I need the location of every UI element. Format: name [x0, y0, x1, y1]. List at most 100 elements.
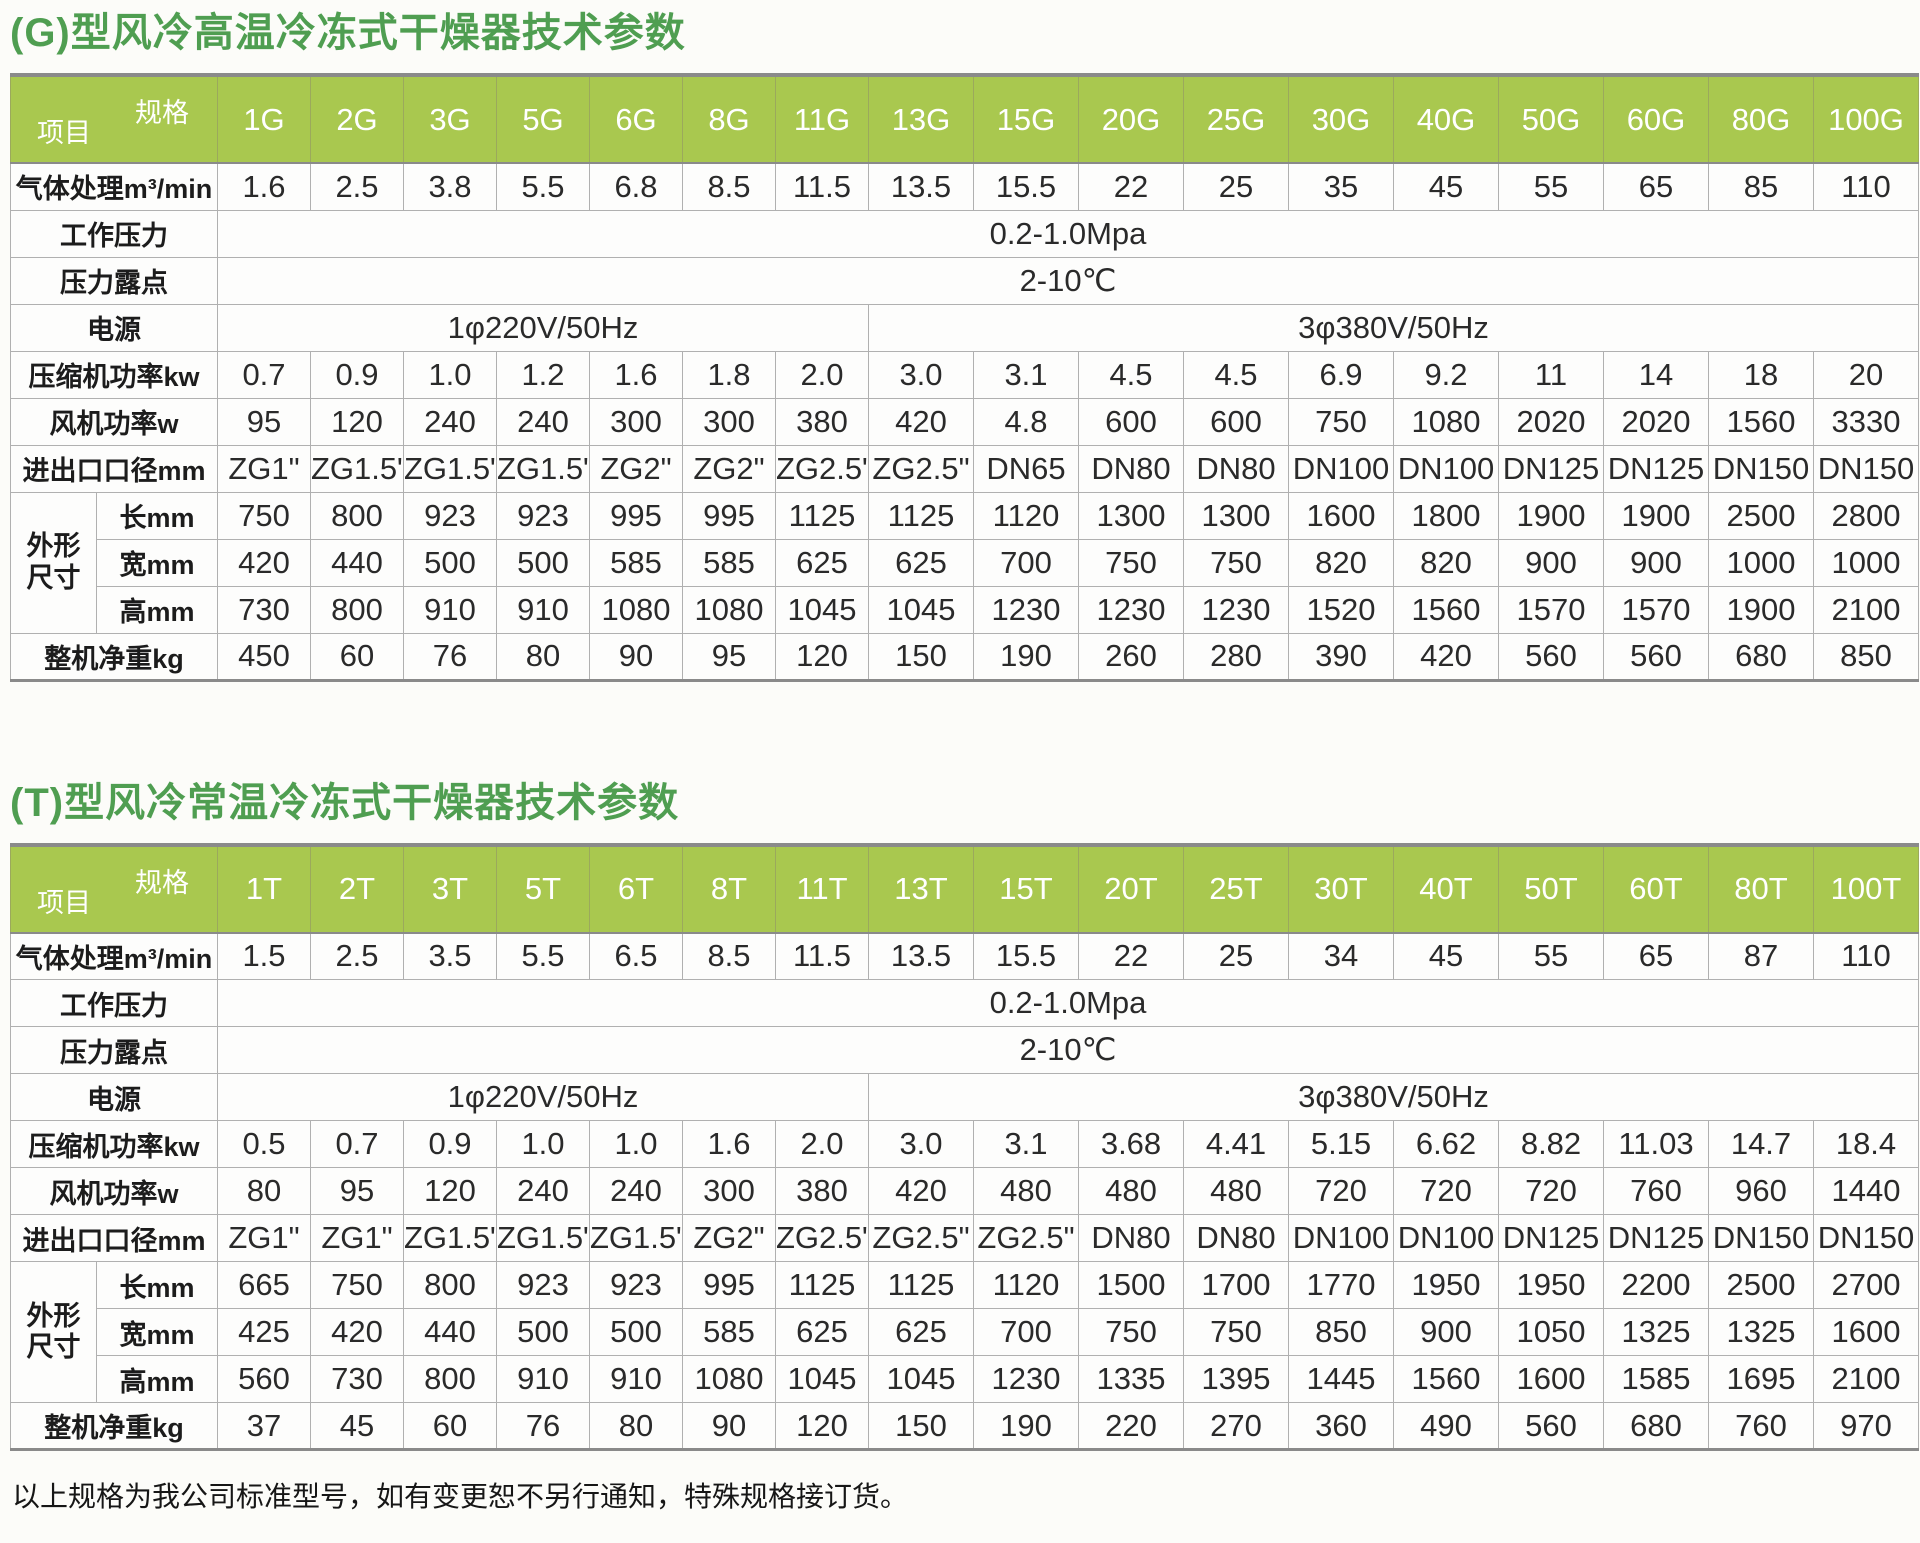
model-column-header: 50G: [1498, 74, 1604, 164]
value-cell: 220: [1078, 1402, 1184, 1450]
value-cell: 750: [1078, 538, 1184, 587]
value-cell: 6.62: [1393, 1120, 1499, 1168]
value-cell: 0.2-1.0Mpa: [217, 979, 1919, 1027]
table-row: 电源 1φ220V/50Hz 3φ380V/50Hz: [10, 1073, 1919, 1121]
value-cell: 240: [403, 397, 497, 446]
value-cell: 1000: [1708, 538, 1814, 587]
value-cell: 2100: [1813, 1355, 1919, 1403]
value-cell: 0.9: [403, 1120, 497, 1168]
value-cell: 2700: [1813, 1261, 1919, 1309]
value-cell: 1230: [1078, 585, 1184, 634]
row-label: 压力露点: [10, 256, 218, 305]
value-cell: 1φ220V/50Hz: [217, 1073, 869, 1121]
row-label: 电源: [10, 303, 218, 352]
value-cell: 3.0: [868, 1120, 974, 1168]
model-column-header: 30G: [1288, 74, 1394, 164]
model-column-header: 80T: [1708, 844, 1814, 934]
value-cell: 25: [1183, 162, 1289, 211]
model-column-header: 5T: [496, 844, 590, 934]
value-cell: 1500: [1078, 1261, 1184, 1309]
value-cell: 22: [1078, 932, 1184, 980]
value-cell: 300: [682, 1167, 776, 1215]
t-spec-table: 规格 项目 1T 2T 3T 5T 6T 8T 11T 13T 15T 20T 25T 30T 40T 50T…: [10, 842, 1919, 1451]
corner-spec-label: 规格: [135, 98, 189, 128]
table-row: 宽mm 425 420 440 500 500 585 625 625 700 750 750 850 9…: [11, 1308, 1919, 1356]
value-cell: 11.03: [1603, 1120, 1709, 1168]
value-cell: 2-10℃: [217, 256, 1919, 305]
value-cell: 95: [682, 632, 776, 681]
value-cell: ZG2.5": [868, 444, 974, 493]
value-cell: 1950: [1498, 1261, 1604, 1309]
model-column-header: 1G: [217, 74, 311, 164]
value-cell: 625: [868, 538, 974, 587]
value-cell: 1800: [1393, 491, 1499, 540]
value-cell: 1440: [1813, 1167, 1919, 1215]
value-cell: 560: [1603, 632, 1709, 681]
value-cell: 150: [868, 1402, 974, 1450]
model-column-header: 11G: [775, 74, 869, 164]
value-cell: 120: [775, 1402, 869, 1450]
value-cell: 1900: [1708, 585, 1814, 634]
row-label: 压缩机功率kw: [10, 350, 218, 399]
value-cell: ZG1.5": [310, 444, 404, 493]
value-cell: DN65: [973, 444, 1079, 493]
table-row: 外形 尺寸 长mm 665 750 800 923 923 995 1125 1125 1120 150…: [10, 1261, 1919, 1403]
value-cell: 85: [1708, 162, 1814, 211]
value-cell: 13.5: [868, 162, 974, 211]
table-row: 风机功率w 95 120 240 240 300 300 380 420 4.8 600 600 750…: [10, 397, 1919, 446]
row-label: 风机功率w: [10, 1167, 218, 1215]
value-cell: 923: [403, 491, 497, 540]
row-label: 整机净重kg: [10, 1402, 218, 1450]
model-column-header: 80G: [1708, 74, 1814, 164]
model-column-header: 20T: [1078, 844, 1184, 934]
value-cell: 25: [1183, 932, 1289, 980]
value-cell: 1045: [775, 585, 869, 634]
value-cell: ZG1": [217, 1214, 311, 1262]
value-cell: DN80: [1183, 1214, 1289, 1262]
value-cell: 37: [217, 1402, 311, 1450]
value-cell: 8.82: [1498, 1120, 1604, 1168]
value-cell: 500: [403, 538, 497, 587]
value-cell: 750: [217, 491, 311, 540]
value-cell: 1050: [1498, 1308, 1604, 1356]
row-label: 宽mm: [96, 538, 218, 587]
value-cell: 1300: [1183, 491, 1289, 540]
value-cell: 1.0: [403, 350, 497, 399]
value-cell: 760: [1708, 1402, 1814, 1450]
table-row: 整机净重kg 37 45 60 76 80 90 120 150 190 220 270 360 490 5…: [10, 1402, 1919, 1450]
value-cell: 1570: [1603, 585, 1709, 634]
value-cell: 270: [1183, 1402, 1289, 1450]
value-cell: 1120: [973, 1261, 1079, 1309]
value-cell: 260: [1078, 632, 1184, 681]
value-cell: 3.8: [403, 162, 497, 211]
value-cell: DN125: [1498, 1214, 1604, 1262]
table-row: 工作压力 0.2-1.0Mpa: [10, 979, 1919, 1027]
value-cell: 0.2-1.0Mpa: [217, 209, 1919, 258]
value-cell: 1230: [973, 1355, 1079, 1403]
value-cell: 1.8: [682, 350, 776, 399]
value-cell: 110: [1813, 932, 1919, 980]
model-column-header: 8G: [682, 74, 776, 164]
header-row: 规格 项目 1T 2T 3T 5T 6T 8T 11T 13T 15T 20T 25T 30T 40T 50T…: [10, 844, 1919, 934]
value-cell: 1445: [1288, 1355, 1394, 1403]
value-cell: 45: [310, 1402, 404, 1450]
value-cell: 2.5: [310, 932, 404, 980]
value-cell: 5.5: [496, 162, 590, 211]
value-cell: 190: [973, 1402, 1079, 1450]
g-spec-table: 规格 项目 1G 2G 3G 5G 6G 8G 11G 13G 15G 20G 25G 30G 40G 50G…: [10, 73, 1919, 682]
value-cell: 500: [589, 1308, 683, 1356]
value-cell: 240: [496, 397, 590, 446]
value-cell: 1.0: [589, 1120, 683, 1168]
value-cell: 910: [589, 1355, 683, 1403]
value-cell: 15.5: [973, 162, 1079, 211]
value-cell: 480: [1078, 1167, 1184, 1215]
value-cell: 1125: [868, 1261, 974, 1309]
value-cell: ZG1.5": [403, 1214, 497, 1262]
model-column-header: 100T: [1813, 844, 1919, 934]
value-cell: 1600: [1498, 1355, 1604, 1403]
value-cell: 2500: [1708, 491, 1814, 540]
row-label: 工作压力: [10, 209, 218, 258]
value-cell: 1335: [1078, 1355, 1184, 1403]
value-cell: 1585: [1603, 1355, 1709, 1403]
value-cell: 1325: [1603, 1308, 1709, 1356]
